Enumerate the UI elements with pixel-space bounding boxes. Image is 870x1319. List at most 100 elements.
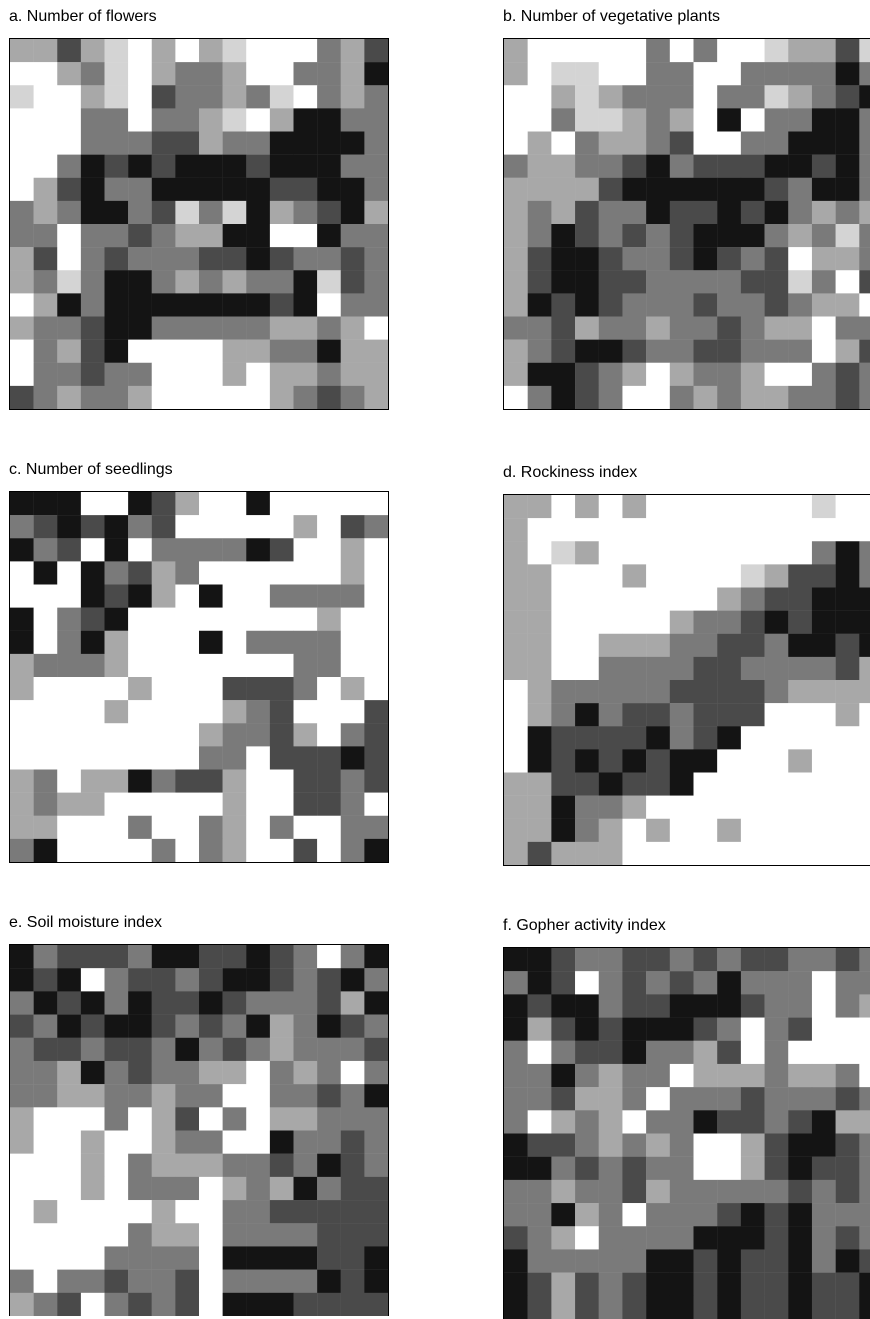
heatmap-d-cell-r1-c6 [646,518,671,542]
heatmap-b-cell-r13-c6 [646,339,671,363]
heatmap-b-cell-r8-c0 [504,224,528,248]
heatmap-e-cell-r9-c0 [10,1153,34,1178]
heatmap-f-cell-r15-c5 [622,1295,647,1319]
heatmap-c-cell-r0-c5 [128,492,152,516]
heatmap-a-cell-r10-c8 [199,270,223,294]
heatmap-f-cell-r5-c2 [551,1063,576,1088]
heatmap-a-cell-r14-c14 [340,362,365,387]
heatmap-c-cell-r11-c2 [57,746,82,770]
heatmap-c-cell-r13-c10 [246,792,271,816]
heatmap-e-cell-r7-c4 [104,1107,129,1131]
heatmap-d-cell-r12-c14 [835,772,860,796]
heatmap-e-cell-r11-c9 [222,1200,247,1224]
heatmap-f-cell-r0-c1 [527,948,552,972]
heatmap-c-cell-r2-c7 [175,538,200,562]
heatmap-e-cell-r2-c14 [340,991,365,1015]
heatmap-d-cell-r7-c3 [575,656,599,681]
heatmap-a-cell-r10-c5 [128,270,152,294]
heatmap-d-cell-r11-c3 [575,749,599,773]
heatmap-f-cell-r13-c8 [693,1249,718,1273]
heatmap-e-cell-r8-c1 [33,1130,58,1154]
heatmap-c-cell-r15-c12 [293,838,318,862]
heatmap-b-cell-r1-c14 [835,62,860,86]
heatmap-f-cell-r11-c1 [527,1203,552,1227]
heatmap-a-cell-r13-c11 [269,339,294,363]
heatmap-a-cell-r15-c7 [175,385,200,409]
heatmap-a-cell-r0-c0 [10,39,34,63]
heatmap-f-cell-r10-c6 [646,1179,671,1204]
heatmap-d-cell-r7-c11 [764,656,789,681]
heatmap-c-cell-r10-c10 [246,723,271,747]
heatmap-f-cell-r14-c9 [717,1272,742,1296]
heatmap-e-cell-r10-c6 [151,1176,176,1201]
heatmap-a-cell-r3-c8 [199,108,223,132]
heatmap-e-cell-r13-c13 [317,1246,341,1270]
heatmap-f-cell-r3-c5 [622,1017,647,1041]
heatmap-b-cell-r9-c11 [764,247,789,271]
heatmap-e-cell-r0-c11 [269,945,294,969]
heatmap-a-cell-r0-c7 [175,39,200,63]
heatmap-e-cell-r14-c7 [175,1269,200,1293]
heatmap-c-cell-r5-c14 [340,607,365,631]
heatmap-d-cell-r6-c5 [622,633,647,658]
heatmap-f-cell-r14-c4 [598,1272,623,1296]
heatmap-b-cell-r14-c5 [622,362,647,387]
heatmap-a-cell-r14-c9 [222,362,247,387]
heatmap-d-cell-r12-c1 [527,772,552,796]
heatmap-f-cell-r12-c6 [646,1226,671,1250]
heatmap-c-cell-r10-c8 [199,723,223,747]
heatmap-b-cell-r13-c11 [764,339,789,363]
heatmap-b-cell-r13-c8 [693,339,718,363]
heatmap-f-cell-r13-c0 [504,1249,528,1273]
heatmap-c-cell-r7-c3 [80,653,105,678]
heatmap-e-cell-r10-c10 [246,1176,271,1201]
heatmap-c-cell-r9-c13 [317,700,341,724]
heatmap-f-cell-r12-c4 [598,1226,623,1250]
heatmap-c-cell-r0-c0 [10,492,34,516]
heatmap-e-cell-r7-c9 [222,1107,247,1131]
heatmap-d-cell-r2-c15 [859,541,870,565]
heatmap-c-cell-r3-c2 [57,561,82,585]
heatmap-f-cell-r15-c0 [504,1295,528,1319]
heatmap-e-cell-r15-c4 [104,1292,129,1316]
heatmap-e-cell-r9-c9 [222,1153,247,1178]
heatmap-f-cell-r4-c12 [788,1040,813,1065]
heatmap-e-cell-r1-c8 [199,968,223,992]
heatmap-f-cell-r7-c12 [788,1110,813,1134]
heatmap-e-cell-r14-c8 [199,1269,223,1293]
heatmap-d-cell-r2-c12 [788,541,813,565]
heatmap-e-cell-r5-c9 [222,1060,247,1085]
heatmap-a-cell-r0-c6 [151,39,176,63]
heatmap-d-cell-r13-c0 [504,795,528,819]
heatmap-a-cell-r6-c9 [222,177,247,202]
heatmap-e-cell-r5-c11 [269,1060,294,1085]
heatmap-f-cell-r1-c6 [646,971,671,995]
heatmap-a-cell-r5-c14 [340,154,365,178]
heatmap-e-cell-r9-c8 [199,1153,223,1178]
heatmap-b-cell-r3-c14 [835,108,860,132]
heatmap-c-cell-r6-c12 [293,630,318,655]
heatmap-a-cell-r7-c2 [57,200,82,225]
heatmap-a-cell-r0-c11 [269,39,294,63]
heatmap-e-cell-r7-c13 [317,1107,341,1131]
heatmap-e-cell-r3-c4 [104,1014,129,1038]
heatmap-c-cell-r1-c0 [10,515,34,539]
heatmap-d-cell-r3-c1 [527,564,552,588]
heatmap-c-cell-r9-c4 [104,700,129,724]
heatmap-a-cell-r4-c1 [33,131,58,155]
heatmap-e-cell-r3-c14 [340,1014,365,1038]
heatmap-a-cell-r12-c13 [317,316,341,340]
heatmap-f-cell-r10-c14 [835,1179,860,1204]
heatmap-b-cell-r5-c0 [504,154,528,178]
heatmap-c-cell-r6-c13 [317,630,341,655]
heatmap-e-cell-r14-c2 [57,1269,82,1293]
heatmap-c-cell-r14-c11 [269,815,294,840]
heatmap-f-cell-r13-c6 [646,1249,671,1273]
heatmap-c-cell-r15-c7 [175,838,200,862]
heatmap-f-cell-r0-c11 [764,948,789,972]
heatmap-b-cell-r0-c7 [669,39,694,63]
heatmap-d-cell-r4-c10 [740,587,765,611]
heatmap-e-cell-r15-c2 [57,1292,82,1316]
heatmap-a-cell-r7-c12 [293,200,318,225]
heatmap-c-cell-r15-c2 [57,838,82,862]
